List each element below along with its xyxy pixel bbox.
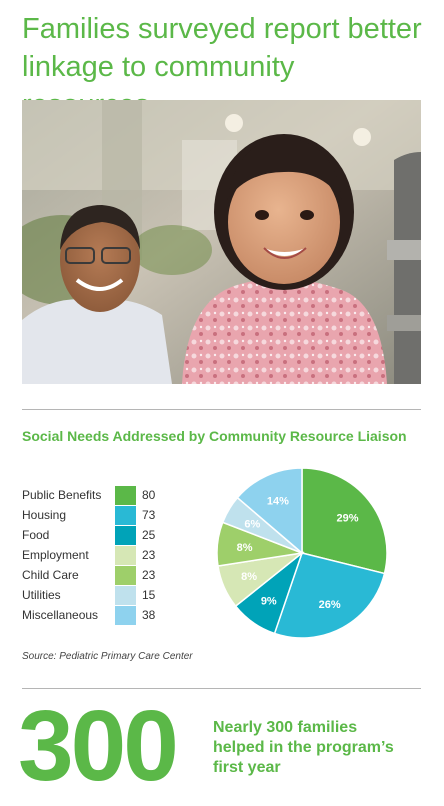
pie-slice xyxy=(273,552,386,639)
legend-item: Utilities 15 xyxy=(22,586,202,605)
legend-item: Miscellaneous 38 xyxy=(22,606,202,625)
headline: Families surveyed report better linkage … xyxy=(22,13,422,121)
legend-swatch xyxy=(115,526,136,545)
pie-slice-label: 8% xyxy=(241,571,257,583)
chart-source: Source: Pediatric Primary Care Center xyxy=(22,651,193,662)
legend-swatch xyxy=(115,546,136,565)
pie-slice-label: 26% xyxy=(319,599,341,611)
stat-number: 300 xyxy=(18,690,179,802)
family-photo xyxy=(22,100,421,384)
family-photo-illustration xyxy=(22,100,421,384)
pie-slice-label: 29% xyxy=(337,512,359,524)
legend-item: Child Care 23 xyxy=(22,566,202,585)
legend-value: 38 xyxy=(142,608,156,622)
legend-label: Child Care xyxy=(22,568,79,582)
legend-label: Housing xyxy=(22,508,67,522)
legend-item: Employment 23 xyxy=(22,546,202,565)
legend-label: Public Benefits xyxy=(22,488,102,502)
legend-value: 80 xyxy=(142,488,156,502)
pie-slice-label: 14% xyxy=(267,495,289,507)
legend-item: Public Benefits 80 xyxy=(22,486,202,505)
pie-slice-label: 9% xyxy=(261,595,277,607)
pie-chart: 29% 26% 9% 8% 8% 6% 14% xyxy=(216,467,388,639)
legend-item: Housing 73 xyxy=(22,506,202,525)
chart-title: Social Needs Addressed by Community Reso… xyxy=(22,428,407,444)
stat-caption-line: Nearly 300 families xyxy=(213,719,358,736)
legend-value: 23 xyxy=(142,568,156,582)
legend-swatch xyxy=(115,606,136,625)
legend-label: Utilities xyxy=(22,588,61,602)
legend-value: 15 xyxy=(142,588,156,602)
stat-caption-line: first year xyxy=(213,759,281,776)
pie-slice xyxy=(301,467,388,575)
legend-label: Miscellaneous xyxy=(22,608,99,622)
pie-slice-label: 6% xyxy=(244,518,260,530)
legend-value: 25 xyxy=(142,528,156,542)
legend-item: Food 25 xyxy=(22,526,202,545)
divider-bottom xyxy=(22,688,421,689)
legend-swatch xyxy=(115,566,136,585)
legend-swatch xyxy=(115,586,136,605)
pie-slice-label: 8% xyxy=(237,542,253,554)
legend-swatch xyxy=(115,506,136,525)
pie-slice xyxy=(236,467,303,555)
legend-label: Food xyxy=(22,528,50,542)
divider-top xyxy=(22,409,421,410)
legend-value: 23 xyxy=(142,548,156,562)
legend-swatch xyxy=(115,486,136,505)
stat-caption: Nearly 300 families helped in the progra… xyxy=(213,718,428,778)
legend-value: 73 xyxy=(142,508,156,522)
stat-caption-line: helped in the program’s xyxy=(213,739,394,756)
legend-label: Employment xyxy=(22,548,89,562)
